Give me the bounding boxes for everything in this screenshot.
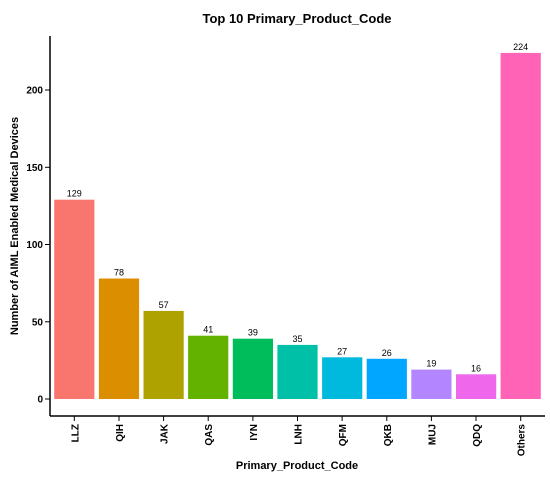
- chart-title: Top 10 Primary_Product_Code: [202, 11, 391, 26]
- x-axis-label: Primary_Product_Code: [236, 460, 358, 472]
- data-label-muj: 19: [426, 359, 436, 369]
- bar-muj: [411, 369, 452, 399]
- bar-iyn: [232, 338, 273, 399]
- y-tick-label-200: 200: [26, 86, 43, 97]
- x-tick-label-qih: QIH: [115, 424, 126, 442]
- x-tick-label-llz: LLZ: [70, 424, 81, 442]
- bar-llz: [54, 199, 95, 399]
- data-label-iyn: 39: [248, 328, 258, 338]
- data-label-qfm: 27: [337, 346, 347, 356]
- x-ticks-group: LLZ QIH JAK QAS IYN LNH QFM QKB MUJ QDQ Others: [70, 416, 528, 457]
- y-tick-label-100: 100: [26, 240, 43, 251]
- y-ticks-group: 0 50 100 150 200: [26, 86, 50, 406]
- data-label-qas: 41: [203, 325, 213, 335]
- data-label-qdq: 16: [471, 363, 481, 373]
- y-tick-label-50: 50: [32, 317, 44, 328]
- bar-qas: [188, 335, 229, 399]
- x-tick-label-qas: QAS: [204, 424, 215, 446]
- x-tick-label-qkb: QKB: [383, 424, 394, 446]
- x-tick-label-jak: JAK: [160, 423, 171, 444]
- y-tick-label-150: 150: [26, 163, 43, 174]
- x-tick-label-muj: MUJ: [427, 424, 438, 445]
- x-tick-label-others: Others: [517, 424, 528, 457]
- bars-group: 129 78 57 41 39 35 27 26 19 16 224: [54, 42, 541, 400]
- data-label-qkb: 26: [382, 348, 392, 358]
- data-label-lnh: 35: [292, 334, 302, 344]
- bar-jak: [143, 310, 184, 399]
- data-label-others: 224: [513, 42, 528, 52]
- bar-qfm: [322, 357, 363, 399]
- x-tick-label-qfm: QFM: [338, 424, 349, 446]
- bar-lnh: [277, 344, 318, 399]
- bar-others: [500, 52, 541, 400]
- x-tick-label-qdq: QDQ: [472, 424, 483, 447]
- data-label-llz: 129: [67, 189, 82, 199]
- bar-qkb: [366, 358, 407, 399]
- y-axis-label: Number of AIML Enabled Medical Devices: [9, 117, 21, 335]
- bar-qih: [98, 278, 140, 399]
- bar-qdq: [456, 374, 497, 399]
- x-tick-label-iyn: IYN: [249, 424, 260, 441]
- data-label-jak: 57: [159, 300, 169, 310]
- data-label-qih: 78: [114, 268, 124, 278]
- x-tick-label-lnh: LNH: [294, 424, 305, 445]
- y-tick-label-0: 0: [37, 395, 43, 406]
